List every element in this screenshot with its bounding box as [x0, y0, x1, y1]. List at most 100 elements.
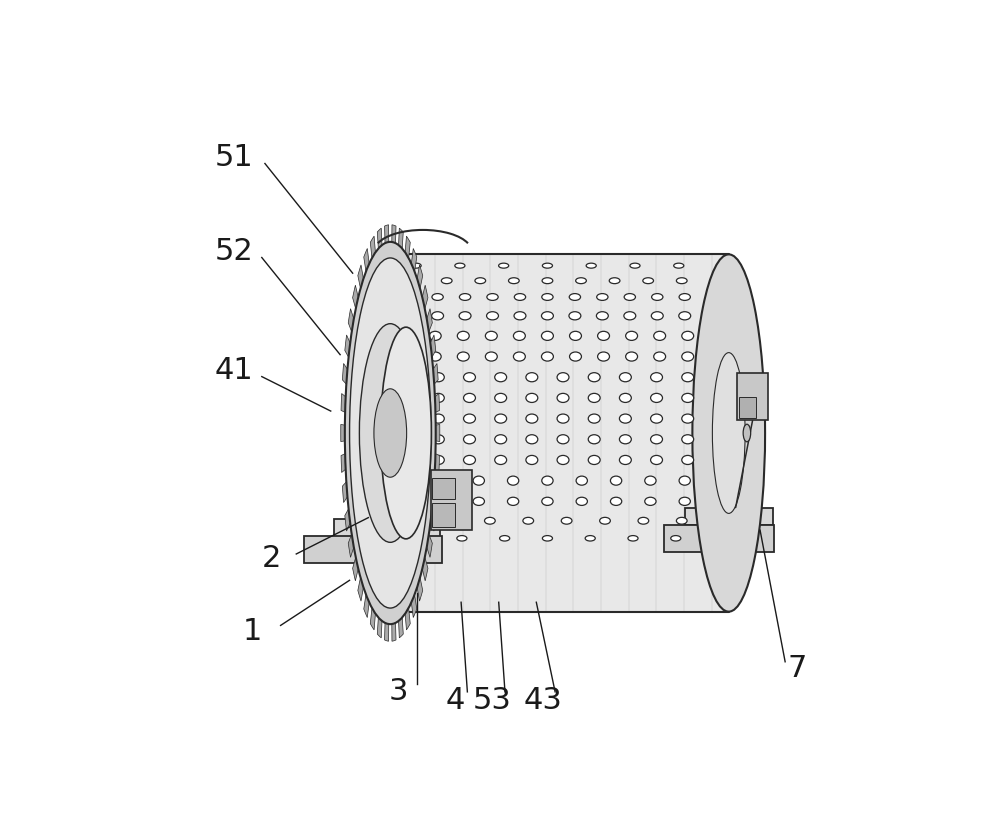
Ellipse shape — [651, 455, 662, 465]
Ellipse shape — [682, 373, 694, 382]
Polygon shape — [421, 285, 428, 313]
Ellipse shape — [557, 414, 569, 423]
Ellipse shape — [473, 476, 484, 485]
Polygon shape — [392, 617, 396, 641]
Ellipse shape — [408, 278, 418, 283]
Text: 53: 53 — [473, 686, 512, 716]
Ellipse shape — [541, 352, 553, 361]
Ellipse shape — [350, 258, 431, 608]
Ellipse shape — [597, 294, 608, 300]
Ellipse shape — [743, 424, 751, 442]
Ellipse shape — [411, 263, 421, 268]
Ellipse shape — [429, 331, 441, 340]
Ellipse shape — [619, 414, 631, 423]
Polygon shape — [405, 602, 410, 630]
Ellipse shape — [679, 497, 690, 505]
Ellipse shape — [541, 331, 553, 340]
Ellipse shape — [513, 352, 525, 361]
Ellipse shape — [652, 294, 663, 300]
Polygon shape — [398, 228, 403, 254]
Polygon shape — [364, 589, 370, 618]
Ellipse shape — [712, 352, 745, 514]
Ellipse shape — [401, 352, 413, 361]
Text: 52: 52 — [214, 237, 253, 265]
Polygon shape — [358, 265, 364, 293]
Text: 7: 7 — [788, 654, 807, 683]
Ellipse shape — [495, 455, 507, 465]
Text: 3: 3 — [389, 677, 408, 707]
Ellipse shape — [569, 312, 581, 320]
Polygon shape — [411, 248, 417, 277]
Ellipse shape — [401, 455, 413, 465]
Ellipse shape — [541, 312, 553, 320]
Ellipse shape — [619, 373, 631, 382]
Ellipse shape — [588, 373, 600, 382]
Polygon shape — [358, 573, 364, 601]
Polygon shape — [416, 573, 423, 601]
Ellipse shape — [596, 312, 608, 320]
Ellipse shape — [507, 476, 519, 485]
Ellipse shape — [499, 263, 509, 268]
Ellipse shape — [500, 536, 510, 541]
Ellipse shape — [585, 536, 595, 541]
Ellipse shape — [487, 294, 498, 300]
Ellipse shape — [455, 263, 465, 268]
Polygon shape — [426, 531, 432, 558]
Polygon shape — [364, 248, 370, 277]
Ellipse shape — [464, 435, 475, 444]
Ellipse shape — [513, 331, 525, 340]
Ellipse shape — [485, 518, 495, 524]
Ellipse shape — [464, 373, 475, 382]
Circle shape — [717, 464, 734, 480]
Bar — [432, 503, 455, 527]
Ellipse shape — [588, 455, 600, 465]
Bar — [664, 524, 774, 552]
Ellipse shape — [610, 497, 622, 505]
Polygon shape — [353, 554, 359, 581]
Ellipse shape — [429, 352, 441, 361]
Ellipse shape — [457, 536, 467, 541]
Ellipse shape — [473, 497, 484, 505]
Ellipse shape — [404, 497, 416, 505]
Ellipse shape — [523, 518, 534, 524]
Ellipse shape — [651, 312, 663, 320]
Polygon shape — [342, 364, 349, 386]
Ellipse shape — [619, 455, 631, 465]
Ellipse shape — [432, 312, 444, 320]
Text: 41: 41 — [214, 356, 253, 385]
Ellipse shape — [624, 294, 635, 300]
Polygon shape — [370, 602, 376, 630]
Bar — [716, 508, 736, 593]
Ellipse shape — [682, 393, 694, 402]
Ellipse shape — [459, 312, 471, 320]
Ellipse shape — [514, 294, 526, 300]
Ellipse shape — [638, 518, 649, 524]
Ellipse shape — [475, 278, 486, 283]
Ellipse shape — [600, 518, 610, 524]
Ellipse shape — [345, 242, 436, 624]
Ellipse shape — [507, 497, 519, 505]
Ellipse shape — [628, 536, 638, 541]
Ellipse shape — [432, 294, 443, 300]
Ellipse shape — [619, 393, 631, 402]
Bar — [685, 508, 773, 525]
Ellipse shape — [619, 435, 631, 444]
Ellipse shape — [526, 414, 538, 423]
Ellipse shape — [671, 536, 681, 541]
Ellipse shape — [464, 455, 475, 465]
Ellipse shape — [542, 497, 553, 505]
Bar — [432, 478, 455, 499]
Ellipse shape — [508, 278, 519, 283]
Ellipse shape — [457, 352, 469, 361]
Ellipse shape — [401, 414, 413, 423]
Polygon shape — [392, 225, 396, 249]
Ellipse shape — [414, 536, 424, 541]
Ellipse shape — [526, 435, 538, 444]
Ellipse shape — [609, 278, 620, 283]
Ellipse shape — [495, 435, 507, 444]
Bar — [431, 470, 472, 530]
Ellipse shape — [381, 327, 431, 539]
Polygon shape — [385, 225, 389, 249]
Ellipse shape — [542, 536, 552, 541]
Ellipse shape — [464, 393, 475, 402]
